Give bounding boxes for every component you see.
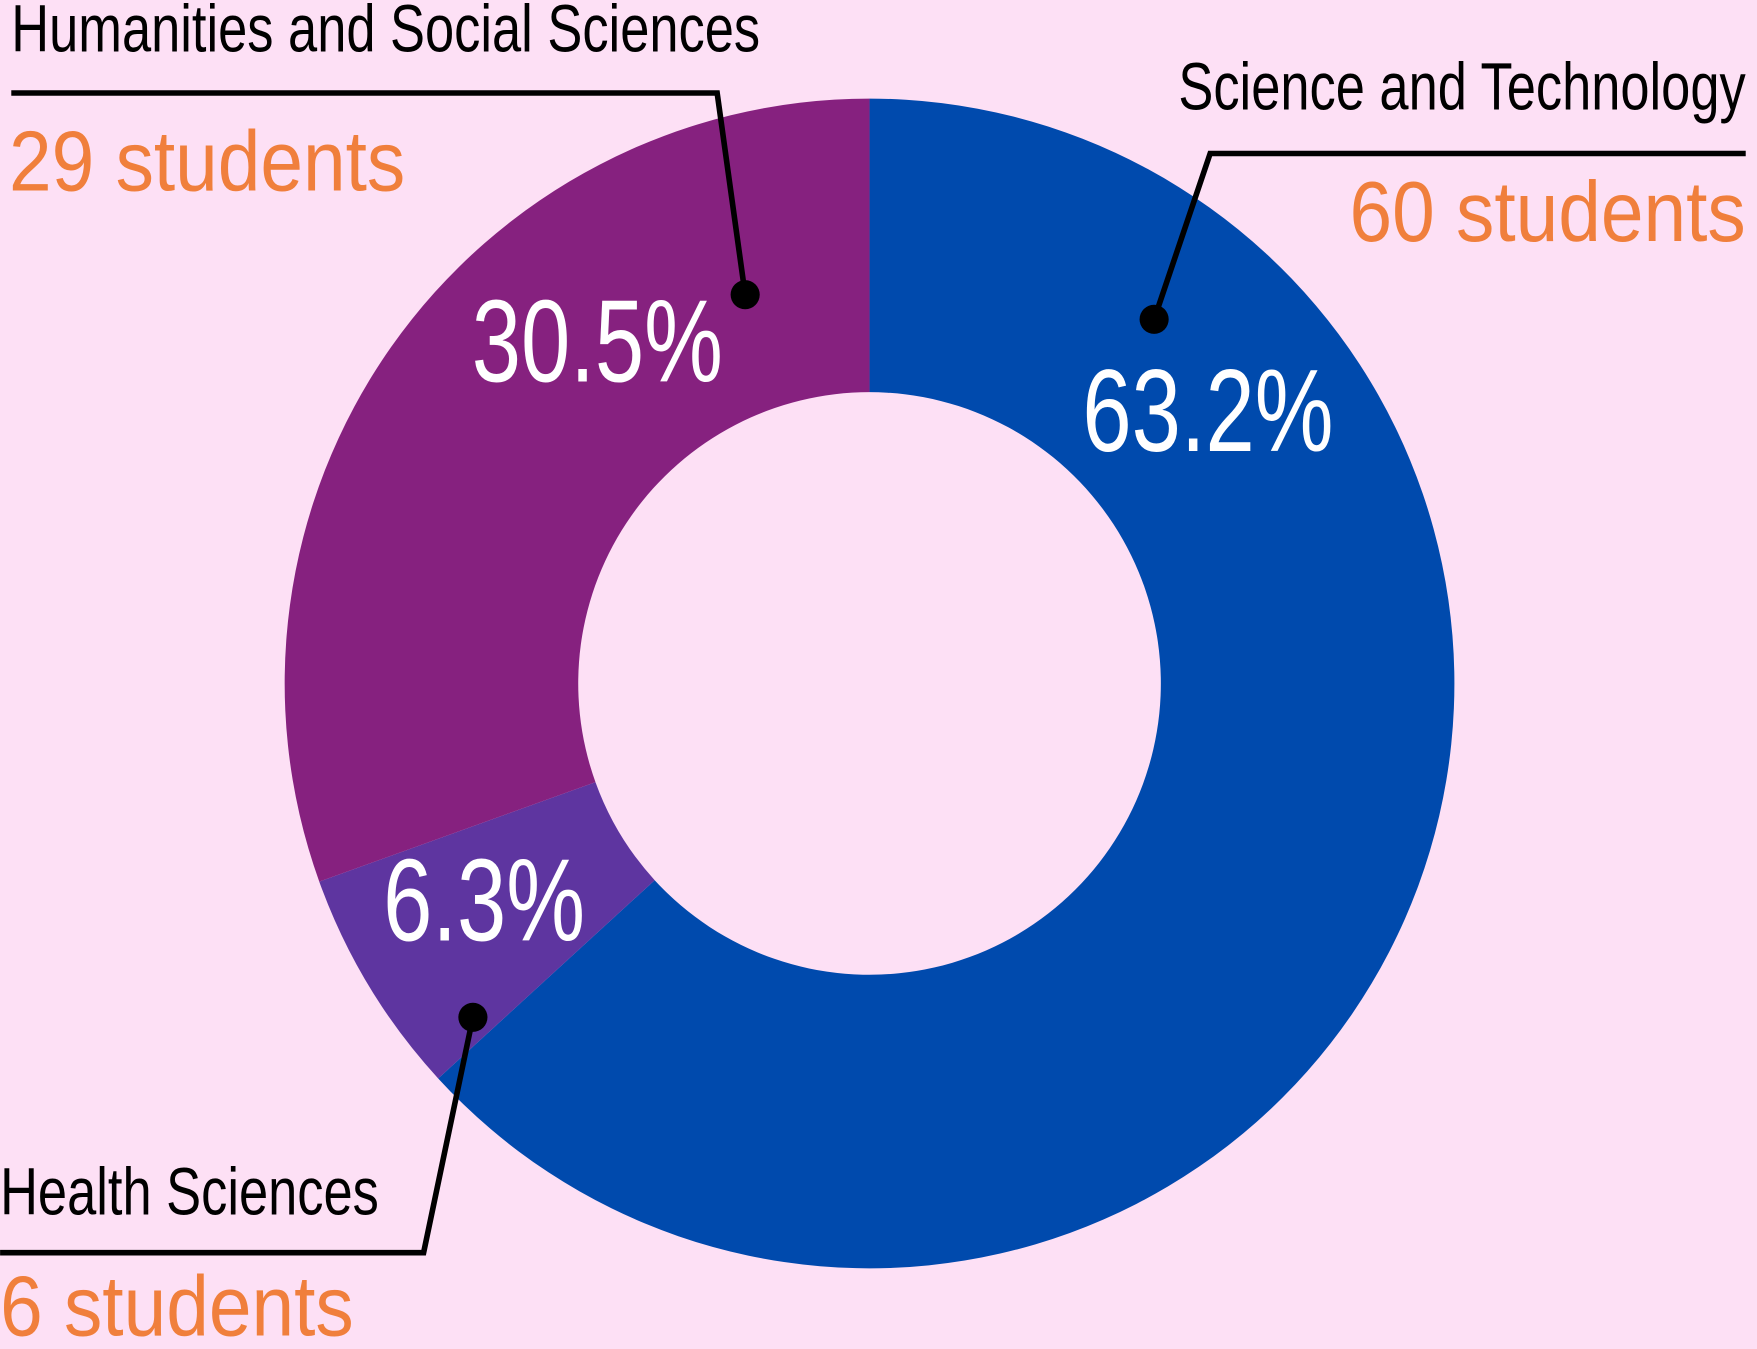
category-label: Humanities and Social Sciences	[11, 0, 760, 66]
count-label: 60 students	[1349, 165, 1745, 260]
leader-dot	[730, 280, 760, 310]
count-label: 6 students	[0, 1260, 354, 1349]
percent-label: 6.3%	[383, 835, 585, 966]
count-label: 29 students	[9, 115, 405, 210]
category-label: Health Sciences	[0, 1153, 379, 1229]
leader-line	[0, 1016, 476, 1256]
donut-segment	[284, 98, 870, 882]
percent-label: 63.2%	[1082, 345, 1333, 476]
category-label: Science and Technology	[1178, 48, 1746, 124]
donut-segment	[319, 782, 655, 1079]
donut-segment	[438, 98, 1455, 1269]
leader-line	[11, 90, 748, 296]
percent-label: 30.5%	[472, 276, 723, 407]
leader-line	[1151, 150, 1746, 321]
leader-dot	[458, 1002, 488, 1032]
leader-dot	[1139, 304, 1169, 334]
